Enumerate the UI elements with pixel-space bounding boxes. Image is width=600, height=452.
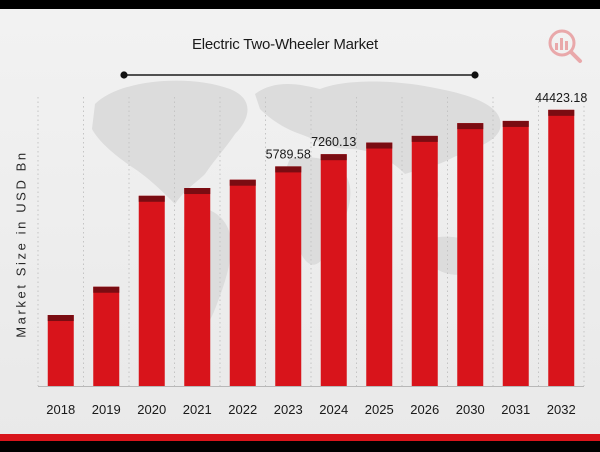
x-tick-label: 2030 [456,402,485,417]
x-tick-label: 2023 [274,402,303,417]
bar-cap-2021 [184,188,211,195]
bar-2020 [138,195,165,386]
x-tick-label: 2031 [501,402,530,417]
bars-layer [47,109,575,387]
x-tick-label: 2025 [365,402,394,417]
bar-cap-2030 [457,123,484,130]
magnifier-chart-logo-icon [548,29,582,63]
bar-cap-2026 [411,135,438,142]
bar-2021 [184,188,211,386]
bar-cap-2023 [275,166,302,173]
bar-cap-2031 [502,120,529,127]
bar-2018 [47,315,74,386]
bar-2024 [320,154,347,386]
grid-layer [37,97,585,387]
chart-title: Electric Two-Wheeler Market [191,36,379,53]
x-tick-label: 2026 [410,402,439,417]
data-label: 44423.18 [535,91,587,105]
bar-2019 [93,286,120,386]
bar-cap-2018 [47,315,74,322]
bar-2023 [275,166,302,386]
bar-cap-2025 [366,142,393,149]
data-label: 7260.13 [311,135,356,149]
labels-layer: 2018 2019 2020 2021 2022 2023 2024 2025 2026 2030… [46,91,587,417]
chart-frame: Electric Two-Wheeler Market Market Size … [0,9,600,441]
x-tick-label: 2019 [92,402,121,417]
bar-2032 [548,109,575,386]
bar-2022 [229,179,256,386]
x-tick-label: 2021 [183,402,212,417]
x-tick-label: 2032 [547,402,576,417]
x-tick-label: 2020 [137,402,166,417]
x-tick-label: 2022 [228,402,257,417]
bar-2030 [457,123,484,387]
title-underline [120,71,479,79]
data-label: 5789.58 [266,147,311,161]
bar-cap-2024 [320,154,347,161]
bottom-accent-band [0,434,600,441]
bar-2025 [366,142,393,386]
bar-chart-plot: 2018 2019 2020 2021 2022 2023 2024 2025 2026 2030… [37,91,587,417]
bar-cap-2022 [229,179,256,186]
bar-cap-2020 [138,195,165,202]
bar-cap-2032 [548,109,575,116]
bar-2031 [502,120,529,386]
x-tick-label: 2024 [319,402,348,417]
bar-2026 [411,135,438,386]
bar-cap-2019 [93,286,120,293]
x-tick-label: 2018 [46,402,75,417]
